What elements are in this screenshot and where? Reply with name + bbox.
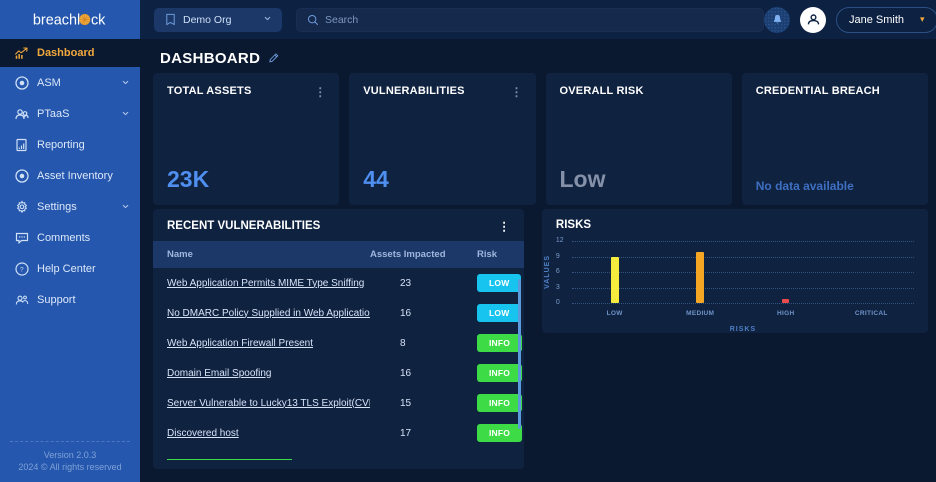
svg-text:breachl: breachl bbox=[33, 13, 80, 28]
svg-text:?: ? bbox=[20, 266, 24, 273]
svg-text:ck: ck bbox=[91, 13, 106, 28]
